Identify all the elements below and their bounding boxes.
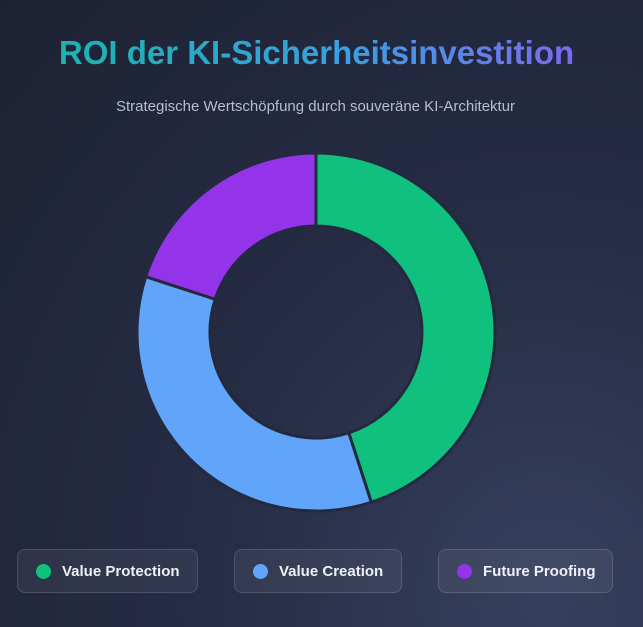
legend-item[interactable]: Future Proofing [438, 549, 613, 593]
legend-item[interactable]: Value Protection [17, 549, 198, 593]
chart-subtitle: Strategische Wertschöpfung durch souverä… [115, 98, 516, 115]
donut-segment [135, 274, 374, 513]
legend-swatch [253, 563, 268, 579]
legend-swatch [36, 563, 51, 579]
legend-swatch [457, 563, 472, 579]
donut-segment [314, 151, 497, 505]
chart-title: ROI der KI-Sicherheitsinvestition [0, 34, 633, 72]
legend-label: Value Creation [279, 562, 384, 580]
legend-item[interactable]: Value Creation [234, 549, 402, 593]
chart [135, 151, 497, 513]
legend: Value Protection Value Creation Future Pro… [0, 549, 643, 595]
legend-label: Value Protection [62, 562, 180, 580]
donut-segment [143, 151, 318, 302]
legend-label: Future Proofing [483, 562, 596, 580]
